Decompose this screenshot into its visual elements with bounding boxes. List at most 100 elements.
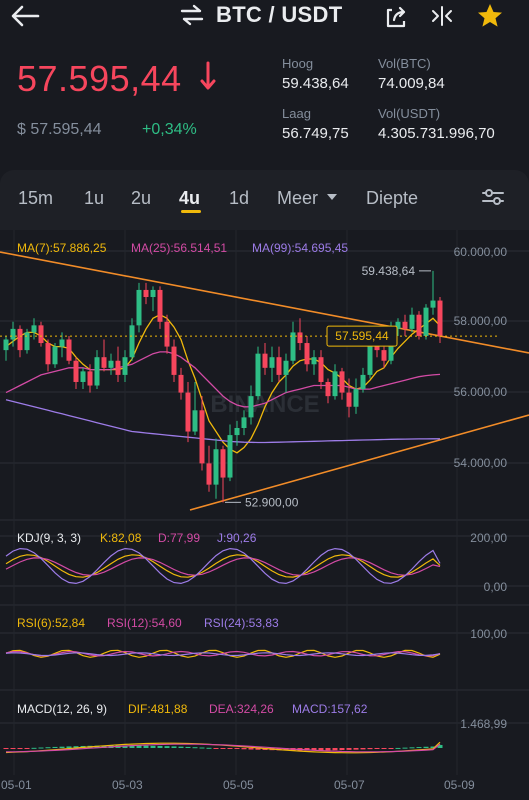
candle-body (234, 428, 240, 436)
candle-body (66, 339, 72, 361)
sliders-icon[interactable] (481, 187, 505, 207)
candle-body (402, 321, 408, 329)
candle-body (10, 328, 16, 340)
tab-2u[interactable]: 2u (131, 188, 152, 208)
macd-bar (255, 748, 261, 750)
candle-body (80, 371, 86, 382)
macd-bar (73, 746, 79, 748)
candle-body (115, 360, 121, 375)
macd-bar (220, 748, 226, 749)
candle-body (297, 332, 303, 344)
macd-bar (10, 748, 16, 749)
date-tick: 05-09 (444, 778, 475, 792)
macd-bar (122, 745, 128, 748)
candle-body (122, 357, 128, 375)
macd-bar (213, 748, 219, 749)
kdj-k: K:82,08 (100, 531, 142, 545)
candle-body (150, 289, 156, 298)
share-icon[interactable] (383, 4, 409, 30)
candle-body (311, 357, 317, 365)
pair-selector[interactable]: BTC / USDT (178, 2, 342, 28)
candle-body (108, 360, 114, 368)
candle-body (381, 350, 387, 361)
tab-1d[interactable]: 1d (229, 188, 250, 208)
low-value: 56.749,75 (282, 125, 349, 142)
macd-bar (395, 747, 401, 749)
macd-bar (52, 746, 58, 748)
down-arrow-icon (200, 61, 216, 90)
vol-usdt-value: 4.305.731.996,70 (378, 125, 495, 142)
tab-more[interactable]: Meer (277, 188, 338, 209)
pair-title: BTC / USDT (216, 2, 343, 27)
candle-body (395, 321, 401, 329)
macd-bar (283, 748, 289, 751)
rsi6-line (5, 649, 441, 658)
candlestick-chart[interactable]: BINANCE 57.595,44 59.438,64 52.900,00 (0, 230, 529, 800)
high-value: 59.438,64 (282, 75, 349, 92)
tab-more-label: Meer (277, 188, 319, 208)
candle-body (367, 339, 373, 375)
macd-bar (199, 747, 205, 749)
macd-bar (164, 746, 170, 748)
macd-bar (17, 748, 23, 749)
last-price-tag (326, 325, 398, 347)
candle-body (143, 289, 149, 298)
macd-label: MACD(12, 26, 9) (17, 702, 108, 716)
tab-1u[interactable]: 1u (84, 188, 105, 208)
vol-usdt-label: Vol(USDT) (378, 106, 441, 121)
date-tick: 05-05 (223, 778, 254, 792)
macd-bar (171, 746, 177, 748)
kdj-j: J:90,26 (217, 531, 257, 545)
back-arrow-icon[interactable] (10, 4, 40, 28)
macd-bar (423, 746, 429, 748)
candle-body (192, 410, 198, 432)
compress-icon[interactable] (430, 4, 454, 28)
macd-bar (374, 748, 380, 749)
candle-body (45, 343, 51, 365)
macd-bar (143, 745, 149, 748)
last-price: 57.595,44 (17, 58, 182, 99)
macd-bar (304, 748, 310, 751)
candle-body (409, 314, 415, 329)
macd-bar (59, 746, 65, 748)
macd-bar (241, 748, 247, 750)
candle-body (283, 360, 289, 375)
candle-body (129, 325, 135, 358)
star-icon[interactable] (476, 2, 504, 30)
macd-bar (227, 748, 233, 749)
ma25-legend: MA(25):56.514,51 (131, 241, 228, 255)
price-axis-tick: 54.000,00 (453, 456, 507, 470)
swap-icon (180, 4, 204, 26)
trendline-upper (0, 251, 529, 354)
tab-4u[interactable]: 4u (179, 188, 201, 208)
candle-body (213, 449, 219, 485)
tab-depth[interactable]: Diepte (366, 188, 419, 208)
candle-body (157, 289, 163, 322)
macd-bar (332, 748, 338, 751)
candle-body (360, 374, 366, 390)
price-usd: $ 57.595,44 (17, 121, 102, 138)
kdj-d: D:77,99 (158, 531, 201, 545)
candle-body (220, 449, 226, 478)
tab-15m[interactable]: 15m (18, 188, 54, 208)
macd-bar (248, 748, 254, 750)
kdj-k-line (5, 554, 441, 578)
ma99-legend: MA(99):54.695,45 (252, 241, 349, 255)
candle-body (262, 353, 268, 368)
candle-body (332, 371, 338, 397)
macd-bar (38, 747, 44, 749)
macd-bar (234, 748, 240, 750)
candle-body (59, 339, 65, 347)
candle-body (318, 357, 324, 382)
candle-body (24, 332, 30, 351)
caret-down-icon (327, 194, 338, 200)
macd-bar (339, 748, 345, 751)
macd-bar (45, 747, 51, 749)
macd-bar (318, 748, 324, 751)
candle-body (353, 389, 359, 407)
candle-body (199, 410, 205, 464)
high-marker-label: 59.438,64 (362, 264, 416, 278)
macd-axis-tick: 1.468,99 (460, 717, 507, 731)
candle-body (178, 374, 184, 393)
macd-bar (416, 747, 422, 749)
